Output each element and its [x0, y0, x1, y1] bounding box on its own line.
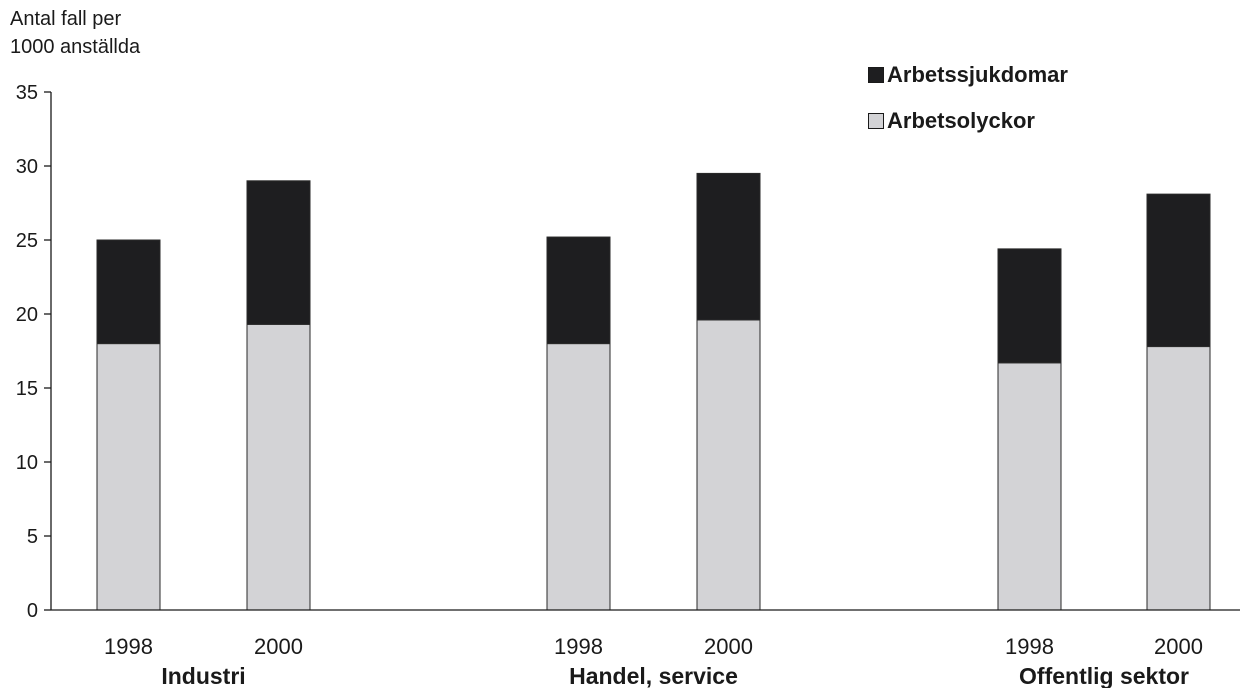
bar-arbetssjukdomar-industri-2000	[246, 180, 311, 325]
x-tick-label-industri-1998: 1998	[104, 634, 153, 659]
bar-arbetssjukdomar-offentlig-sektor-2000	[1146, 193, 1211, 348]
y-tick-label-10: 10	[16, 452, 38, 474]
x-tick-label-offentlig-sektor-1998: 1998	[1005, 634, 1054, 659]
bar-arbetsolyckor-industri-1998	[96, 343, 161, 611]
x-tick-label-handel-service-2000: 2000	[704, 634, 753, 659]
y-tick-label-20: 20	[16, 304, 38, 326]
bar-arbetssjukdomar-handel-service-1998	[546, 236, 611, 345]
bar-arbetsolyckor-industri-2000	[246, 323, 311, 611]
x-tick-label-handel-service-1998: 1998	[554, 634, 603, 659]
group-label-industri: Industri	[161, 663, 245, 688]
legend-swatch-arbetssjukdomar	[868, 67, 884, 83]
bar-arbetssjukdomar-handel-service-2000	[696, 172, 761, 321]
y-tick-label-30: 30	[16, 156, 38, 178]
group-label-handel-service: Handel, service	[569, 663, 738, 688]
legend-item-arbetsolyckor: Arbetsolyckor	[868, 108, 1035, 134]
legend-swatch-arbetsolyckor	[868, 113, 884, 129]
y-tick-label-35: 35	[16, 82, 38, 104]
y-tick-label-25: 25	[16, 230, 38, 252]
group-label-offentlig-sektor: Offentlig sektor	[1019, 663, 1189, 688]
y-tick-label-0: 0	[27, 600, 38, 622]
bar-arbetsolyckor-handel-service-2000	[696, 319, 761, 611]
bar-arbetsolyckor-offentlig-sektor-1998	[997, 362, 1062, 611]
y-tick-label-5: 5	[27, 526, 38, 548]
bar-arbetsolyckor-handel-service-1998	[546, 343, 611, 611]
y-axis-label-line-1: Antal fall per	[10, 8, 122, 30]
x-tick-label-industri-2000: 2000	[254, 634, 303, 659]
legend-item-arbetssjukdomar: Arbetssjukdomar	[868, 62, 1068, 88]
bar-arbetsolyckor-offentlig-sektor-2000	[1146, 346, 1211, 611]
y-axis-label-line-2: 1000 anställda	[10, 36, 141, 58]
x-tick-label-offentlig-sektor-2000: 2000	[1154, 634, 1203, 659]
bar-arbetssjukdomar-offentlig-sektor-1998	[997, 248, 1062, 364]
legend-label-arbetsolyckor: Arbetsolyckor	[887, 108, 1035, 133]
bar-arbetssjukdomar-industri-1998	[96, 239, 161, 345]
legend-label-arbetssjukdomar: Arbetssjukdomar	[887, 62, 1068, 87]
y-tick-label-15: 15	[16, 378, 38, 400]
